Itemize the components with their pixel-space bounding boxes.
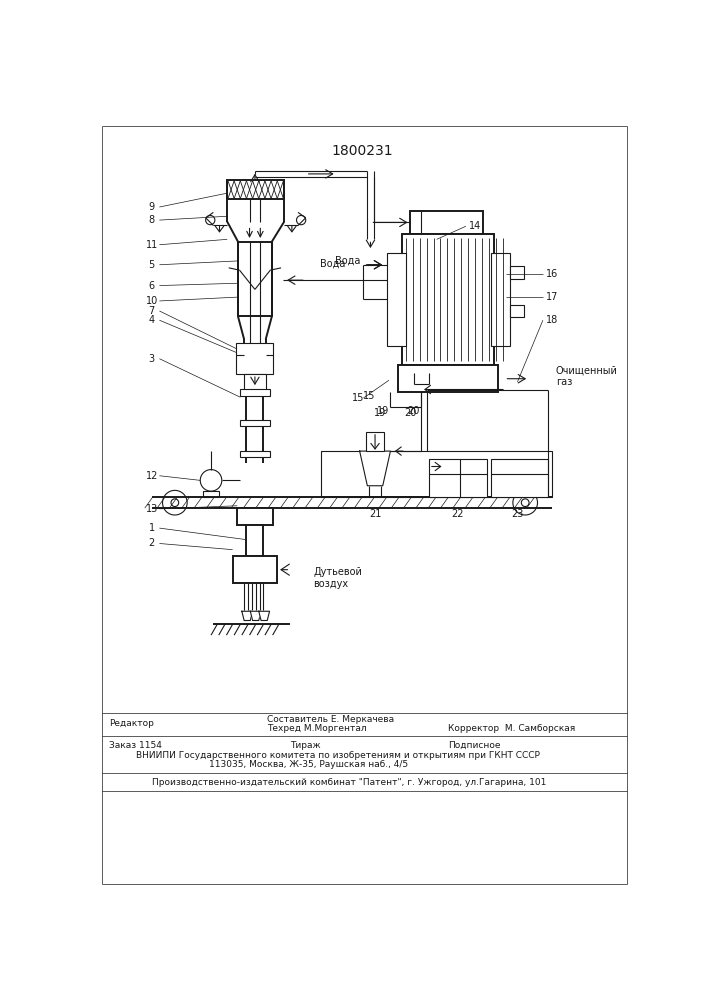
Bar [321,451,552,497]
Text: 21: 21 [369,509,381,519]
Bar [398,365,498,392]
Text: Заказ 1154: Заказ 1154 [110,741,163,750]
Bar [491,459,549,497]
Text: Тираж: Тираж [291,741,321,750]
Text: Составитель Е. Меркачева: Составитель Е. Меркачева [267,715,395,724]
Text: 9: 9 [148,202,155,212]
Bar [236,343,274,374]
Text: 1: 1 [148,523,155,533]
Text: Редактор: Редактор [110,719,154,728]
Text: 7: 7 [148,306,155,316]
Text: Вода: Вода [320,258,346,268]
Text: 16: 16 [546,269,559,279]
Text: 18: 18 [546,315,559,325]
Text: 23: 23 [511,509,524,519]
Bar [238,508,273,525]
Text: 15: 15 [363,391,375,401]
Text: 6: 6 [148,281,155,291]
Text: 19: 19 [373,408,386,418]
Text: 22: 22 [451,509,464,519]
Text: 20: 20 [404,408,416,418]
Text: 5: 5 [148,260,155,270]
Text: 4: 4 [148,315,155,325]
Bar [240,420,269,426]
Bar [240,389,269,396]
Text: ВНИИПИ Государственного комитета по изобретениям и открытиям при ГКНТ СССР: ВНИИПИ Государственного комитета по изоб… [136,751,540,760]
Text: 19: 19 [377,406,389,416]
Text: 14: 14 [469,221,481,231]
Bar [238,242,272,316]
Text: Техред М.Моргентал: Техред М.Моргентал [267,724,367,733]
Bar [510,266,524,279]
Text: Дутьевой
воздух: Дутьевой воздух [313,567,362,589]
Bar [429,459,486,497]
Text: 17: 17 [546,292,559,302]
Text: 8: 8 [148,215,155,225]
Bar [402,234,494,365]
Text: Очищенный
газ: Очищенный газ [556,366,618,387]
Text: 1800231: 1800231 [332,144,394,158]
Polygon shape [360,451,390,486]
Bar [233,556,277,583]
Text: 20: 20 [407,406,420,416]
Bar [510,305,524,317]
Bar [366,432,385,451]
Polygon shape [250,611,261,620]
Text: 113035, Москва, Ж-35, Раушская наб., 4/5: 113035, Москва, Ж-35, Раушская наб., 4/5 [209,760,409,769]
Text: 15: 15 [352,393,364,403]
Polygon shape [259,611,269,620]
Text: 11: 11 [146,240,158,250]
Polygon shape [242,611,252,620]
Bar [244,374,266,389]
Bar [409,211,483,234]
Text: 10: 10 [146,296,158,306]
Text: 2: 2 [148,538,155,548]
Bar [491,253,510,346]
Text: Вода: Вода [335,256,361,266]
Text: Производственно-издательский комбинат "Патент", г. Ужгород, ул.Гагарина, 101: Производственно-издательский комбинат "П… [152,778,546,787]
Bar [240,451,269,457]
Text: 3: 3 [148,354,155,364]
Text: Подписное: Подписное [448,741,501,750]
Text: 13: 13 [146,504,158,514]
Text: 12: 12 [146,471,158,481]
Bar [387,253,406,346]
Bar [204,491,218,497]
Text: Корректор  М. Самборская: Корректор М. Самборская [448,724,575,733]
Bar [247,525,264,556]
Bar [227,180,284,199]
